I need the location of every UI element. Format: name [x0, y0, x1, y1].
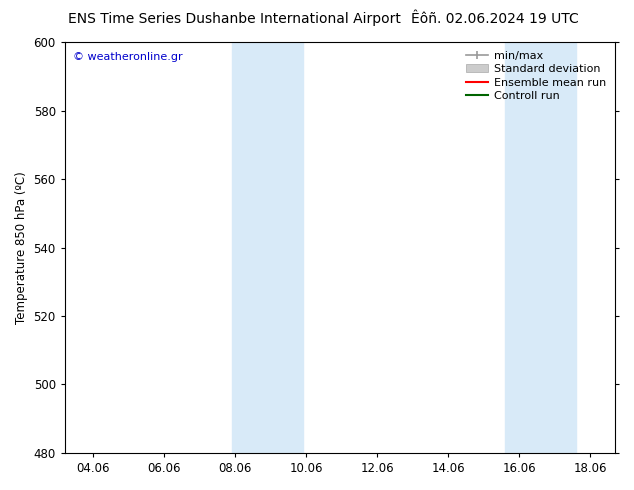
Bar	[231, 42, 302, 453]
Text: ENS Time Series Dushanbe International Airport: ENS Time Series Dushanbe International A…	[68, 12, 401, 26]
Text: © weatheronline.gr: © weatheronline.gr	[73, 52, 183, 62]
Y-axis label: Temperature 850 hPa (ºC): Temperature 850 hPa (ºC)	[15, 171, 28, 324]
Text: Êôñ. 02.06.2024 19 UTC: Êôñ. 02.06.2024 19 UTC	[411, 12, 578, 26]
Bar	[505, 42, 576, 453]
Legend: min/max, Standard deviation, Ensemble mean run, Controll run: min/max, Standard deviation, Ensemble me…	[463, 48, 609, 104]
